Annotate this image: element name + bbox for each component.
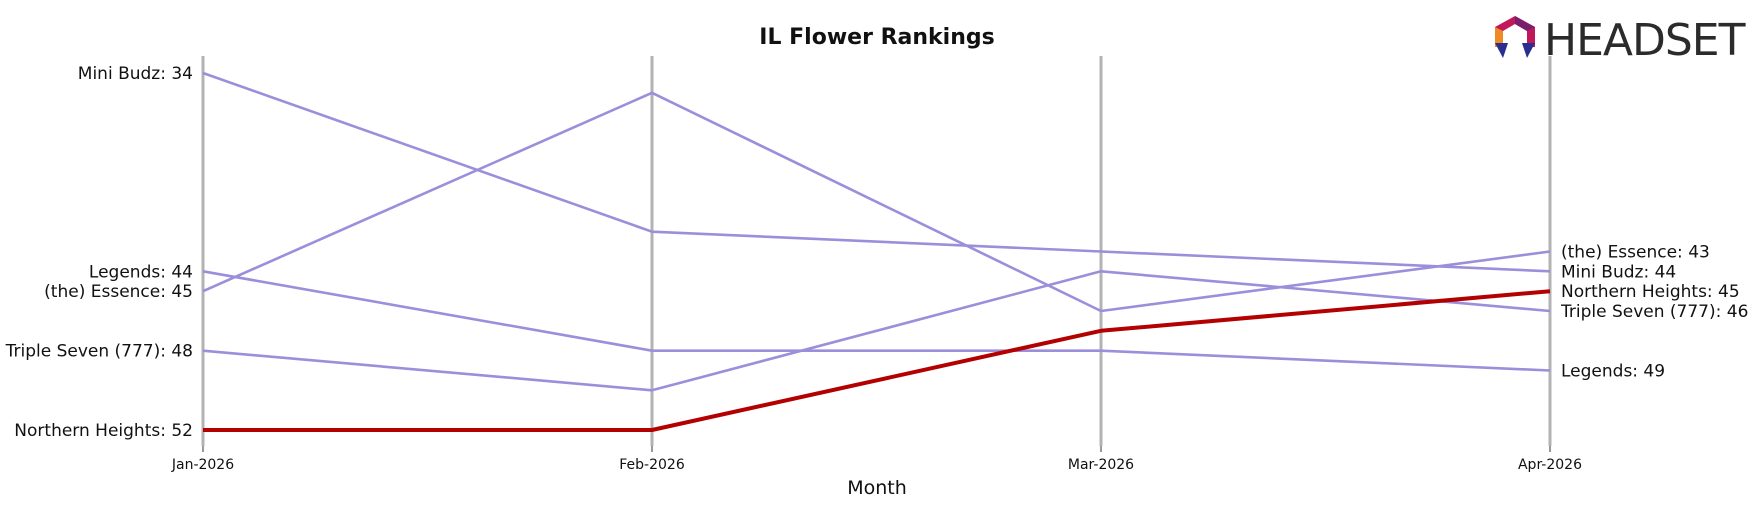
logo-mark-icon — [1495, 16, 1535, 58]
series-line-mini-budz — [202, 71, 1551, 273]
series-line-triple-seven-777 — [202, 269, 1551, 392]
start-label: Triple Seven (777): 48 — [5, 342, 193, 362]
start-label: Northern Heights: 52 — [14, 421, 193, 441]
end-label: Mini Budz: 44 — [1561, 262, 1676, 282]
chart-title: IL Flower Rankings — [759, 25, 994, 50]
x-axis-label: Month — [847, 477, 907, 499]
series-layer — [202, 71, 1551, 432]
series-line-northern-heights — [203, 289, 1551, 432]
headset-logo: HEADSET — [1495, 15, 1747, 66]
x-tick-label: Jan-2026 — [171, 457, 234, 473]
x-tick-label: Feb-2026 — [619, 457, 685, 473]
x-tick-label: Apr-2026 — [1518, 457, 1582, 473]
end-label: Legends: 49 — [1561, 362, 1665, 382]
start-label: (the) Essence: 45 — [44, 282, 193, 302]
end-label: (the) Essence: 43 — [1561, 243, 1710, 263]
end-label: Northern Heights: 45 — [1561, 282, 1740, 302]
tick-layer: Jan-2026 Feb-2026 Mar-2026 Apr-2026 — [171, 446, 1582, 473]
x-tick-label: Mar-2026 — [1068, 457, 1134, 473]
end-label: Triple Seven (777): 46 — [1560, 302, 1748, 322]
logo-text: HEADSET — [1544, 15, 1746, 66]
grid-layer — [201, 56, 1552, 446]
series-line-legends — [202, 270, 1551, 372]
start-label: Mini Budz: 34 — [78, 64, 193, 84]
series-line-the-essence — [202, 91, 1551, 313]
start-label: Legends: 44 — [89, 262, 193, 282]
